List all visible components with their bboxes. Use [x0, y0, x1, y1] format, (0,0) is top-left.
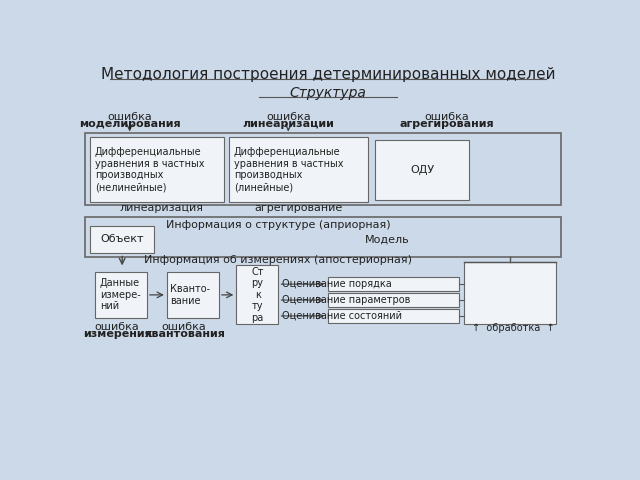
Text: линеаризация: линеаризация [120, 204, 204, 214]
Bar [90, 137, 224, 203]
Bar [236, 265, 278, 324]
Bar [229, 137, 368, 203]
Text: ошибка: ошибка [162, 323, 207, 333]
Text: Методология построения детерминированных моделей: Методология построения детерминированных… [100, 67, 556, 82]
Text: Оценивание состояний: Оценивание состояний [282, 311, 403, 321]
Bar [328, 293, 460, 307]
Bar [85, 216, 561, 257]
Bar [465, 263, 556, 324]
Text: Дифференциальные
уравнения в частных
производных
(линейные): Дифференциальные уравнения в частных про… [234, 147, 343, 192]
Text: Оценивание порядка: Оценивание порядка [282, 279, 392, 289]
Text: ошибка: ошибка [425, 112, 469, 122]
Bar [328, 277, 460, 291]
Text: измерения: измерения [83, 329, 152, 339]
Bar [90, 226, 154, 253]
Text: Данные
измере-
ний: Данные измере- ний [100, 278, 141, 312]
Text: ошибка: ошибка [108, 112, 152, 122]
Text: квантования: квантования [144, 329, 225, 339]
Text: Модель: Модель [365, 234, 410, 244]
Text: агрегирование: агрегирование [254, 204, 342, 214]
Text: Информация об измерениях (апостериорная): Информация об измерениях (апостериорная) [145, 255, 412, 265]
Bar [375, 140, 469, 200]
Text: ошибка: ошибка [95, 323, 140, 333]
Text: ошибка: ошибка [266, 112, 310, 122]
Bar [167, 272, 219, 318]
Text: Оценивание параметров: Оценивание параметров [282, 295, 411, 305]
Text: Информация о структуре (априорная): Информация о структуре (априорная) [166, 220, 390, 229]
Bar [328, 309, 460, 323]
Text: агрегирования: агрегирования [400, 119, 494, 129]
Text: Дифференциальные
уравнения в частных
производных
(нелинейные): Дифференциальные уравнения в частных про… [95, 147, 204, 192]
Bar [95, 272, 147, 318]
Text: Объект: Объект [100, 234, 144, 244]
Text: ↑  обработка  ↑: ↑ обработка ↑ [472, 323, 554, 333]
Text: Структура: Структура [289, 86, 367, 100]
Text: Ст
ру
к
ту
ра: Ст ру к ту ра [252, 267, 264, 323]
Text: ОДУ: ОДУ [410, 165, 435, 175]
Text: линеаризации: линеаризации [243, 119, 334, 129]
Bar [85, 133, 561, 205]
Text: моделирования: моделирования [79, 119, 180, 129]
Text: Кванто-
вание: Кванто- вание [170, 284, 211, 306]
